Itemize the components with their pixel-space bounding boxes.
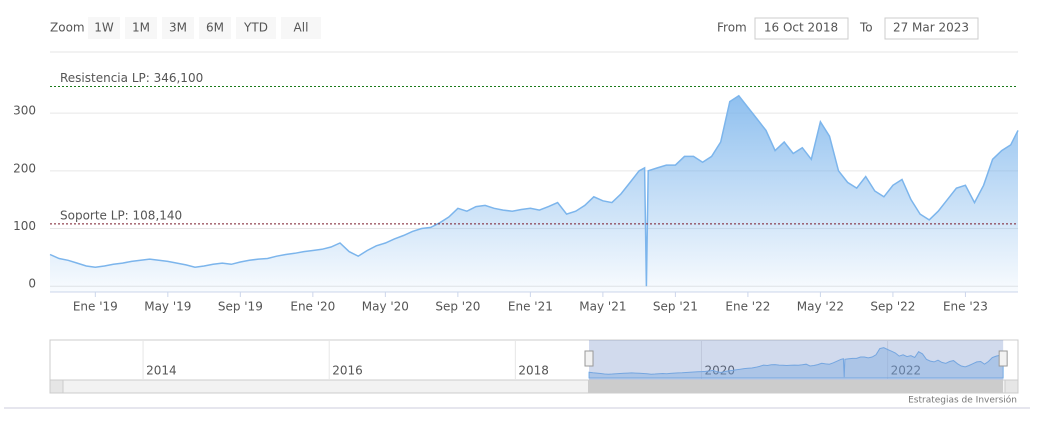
navigator-area (588, 347, 1004, 379)
range-button[interactable] (162, 17, 194, 39)
y-tick-label: 300 (13, 104, 36, 118)
x-tick-label: Ene '20 (290, 300, 335, 314)
x-tick-label: Sep '19 (218, 300, 263, 314)
area-fill (50, 95, 1018, 292)
zoom-label: Zoom (50, 21, 85, 35)
navigator-tick-label: 2022 (891, 364, 922, 378)
to-date: 27 Mar 2023 (893, 21, 969, 35)
scroll-right[interactable] (1004, 379, 1019, 394)
to-label: To (859, 21, 873, 35)
x-tick-label: Ene '23 (943, 300, 988, 314)
from-label: From (717, 21, 747, 35)
scroll-left[interactable] (49, 379, 64, 394)
range-button[interactable] (88, 17, 120, 39)
y-tick-label: 0 (28, 277, 36, 291)
y-tick-label: 200 (13, 161, 36, 175)
x-tick-label: Ene '21 (508, 300, 553, 314)
navigator-tick-label: 2020 (704, 364, 735, 378)
navigator-tick-label: 2018 (518, 364, 549, 378)
x-tick-label: Sep '21 (653, 300, 698, 314)
from-date: 16 Oct 2018 (764, 21, 838, 35)
x-tick-label: Ene '19 (73, 300, 118, 314)
price-line (49, 94, 1019, 287)
range-button[interactable] (125, 17, 157, 39)
range-button-label: 6M (206, 21, 224, 35)
range-button-label: YTD (243, 21, 268, 35)
x-tick-label: May '22 (797, 300, 844, 314)
x-tick-label: May '19 (144, 300, 191, 314)
range-button[interactable] (281, 17, 321, 39)
navigator-handle[interactable] (998, 350, 1008, 367)
range-button-label: All (294, 21, 309, 35)
scrollbar-thumb[interactable] (588, 380, 1003, 393)
x-tick-label: Ene '22 (725, 300, 770, 314)
range-button-label: 3M (169, 21, 187, 35)
navigator-tick-label: 2016 (332, 364, 363, 378)
plot-line-label: Resistencia LP: 346,100 (60, 71, 203, 85)
range-button[interactable] (199, 17, 231, 39)
navigator-handle[interactable] (584, 350, 594, 367)
credits: Estrategias de Inversión (908, 395, 1017, 406)
range-button-label: 1W (94, 21, 114, 35)
x-tick-label: May '20 (362, 300, 409, 314)
from-input[interactable] (754, 17, 849, 40)
to-input[interactable] (884, 17, 979, 40)
x-tick-label: Sep '20 (435, 300, 480, 314)
x-tick-label: May '21 (579, 300, 626, 314)
range-button[interactable] (236, 17, 276, 39)
plot-line-label: Soporte LP: 108,140 (60, 208, 182, 222)
x-tick-label: Sep '22 (870, 300, 915, 314)
y-tick-label: 100 (13, 219, 36, 233)
range-button-label: 1M (132, 21, 150, 35)
navigator-mask (589, 340, 1004, 380)
navigator-tick-label: 2014 (146, 364, 177, 378)
